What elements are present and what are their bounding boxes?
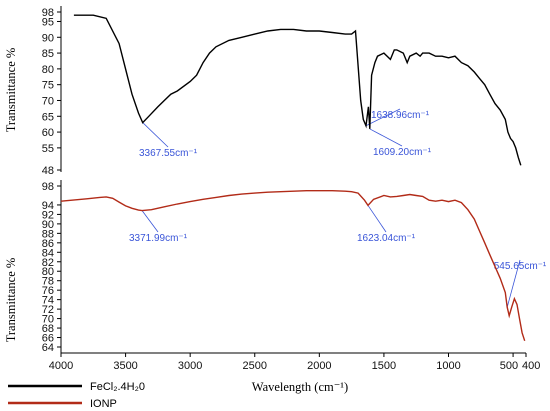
bottom-y-tick-label: 92 <box>42 209 54 221</box>
top-y-tick-label: 95 <box>42 16 54 28</box>
bottom-y-tick-label: 64 <box>42 342 54 354</box>
bottom-y-tick-label: 66 <box>42 333 54 345</box>
bottom-y-tick-label: 76 <box>42 285 54 297</box>
bottom-y-tick-label: 72 <box>42 304 54 316</box>
annotation-leader <box>141 210 159 233</box>
bottom-y-tick-label: 78 <box>42 276 54 288</box>
x-tick-label: 2500 <box>243 360 267 372</box>
bottom-y-tick-label: 74 <box>42 295 54 307</box>
x-tick-label: 3000 <box>178 360 202 372</box>
legend-label-ionp: IONP <box>90 398 117 410</box>
top-annotations: 3367.55cm⁻¹ 1638.96cm⁻¹ 1609.20cm⁻¹ <box>139 108 432 159</box>
peak-annotation-label: 1609.20cm⁻¹ <box>373 147 432 158</box>
bottom-y-tick-label: 88 <box>42 228 54 240</box>
bottom-y-axis-label: Transmittance % <box>4 258 18 343</box>
x-ticks: 4000 3500 3000 2500 2000 1500 1000 500 400 <box>49 353 540 372</box>
bottom-y-tick-label: 80 <box>42 266 54 278</box>
x-tick-label: 1000 <box>436 360 460 372</box>
x-tick-label: 400 <box>522 360 540 372</box>
bottom-annotations: 3371.99cm⁻¹ 1623.04cm⁻¹ 545.65cm⁻¹ <box>129 205 547 308</box>
top-y-tick-label: 55 <box>42 143 54 155</box>
annotation-leader <box>365 108 401 127</box>
bottom-y-tick-label: 98 <box>42 181 54 193</box>
peak-annotation-label: 545.65cm⁻¹ <box>494 261 547 272</box>
top-y-tick-label: 85 <box>42 48 54 60</box>
legend: FeCl₂.4H₂0 IONP <box>8 381 145 410</box>
peak-annotation-label: 3371.99cm⁻¹ <box>129 233 188 244</box>
peak-annotation-label: 3367.55cm⁻¹ <box>139 148 198 159</box>
series-line-ionp <box>60 190 526 342</box>
bottom-y-tick-label: 90 <box>42 219 54 231</box>
top-y-tick-label: 70 <box>42 95 54 107</box>
bottom-y-tick-label: 86 <box>42 238 54 250</box>
top-y-tick-label: 90 <box>42 32 54 44</box>
peak-annotation-label: 1638.96cm⁻¹ <box>371 110 430 121</box>
legend-label-fecl2: FeCl₂.4H₂0 <box>90 381 145 393</box>
x-tick-label: 2000 <box>307 360 331 372</box>
top-y-tick-label: 75 <box>42 80 54 92</box>
bottom-y-tick-label: 82 <box>42 257 54 269</box>
x-tick-label: 1500 <box>372 360 396 372</box>
top-y-tick-label: 65 <box>42 111 54 123</box>
peak-annotation-label: 1623.04cm⁻¹ <box>357 233 416 244</box>
annotation-leader <box>142 122 169 148</box>
series-line-fecl2 <box>73 14 522 166</box>
top-y-tick-label: 98 <box>42 7 54 19</box>
bottom-y-tick-label: 70 <box>42 314 54 326</box>
top-y-tick-label: 48 <box>42 165 54 177</box>
x-axis-label: Wavelength (cm⁻¹) <box>252 380 348 394</box>
annotation-leader <box>367 205 387 233</box>
top-y-tick-label: 60 <box>42 127 54 139</box>
annotation-leader <box>369 128 403 147</box>
bottom-y-tick-label: 68 <box>42 323 54 335</box>
x-tick-label: 500 <box>500 360 518 372</box>
bottom-y-tick-label: 84 <box>42 247 54 259</box>
annotation-leader <box>506 259 521 308</box>
bottom-y-tick-label: 94 <box>42 200 54 212</box>
x-tick-label: 4000 <box>49 360 73 372</box>
top-y-axis-label: Transmittance % <box>4 48 18 133</box>
top-y-tick-label: 80 <box>42 64 54 76</box>
x-tick-label: 3500 <box>113 360 137 372</box>
